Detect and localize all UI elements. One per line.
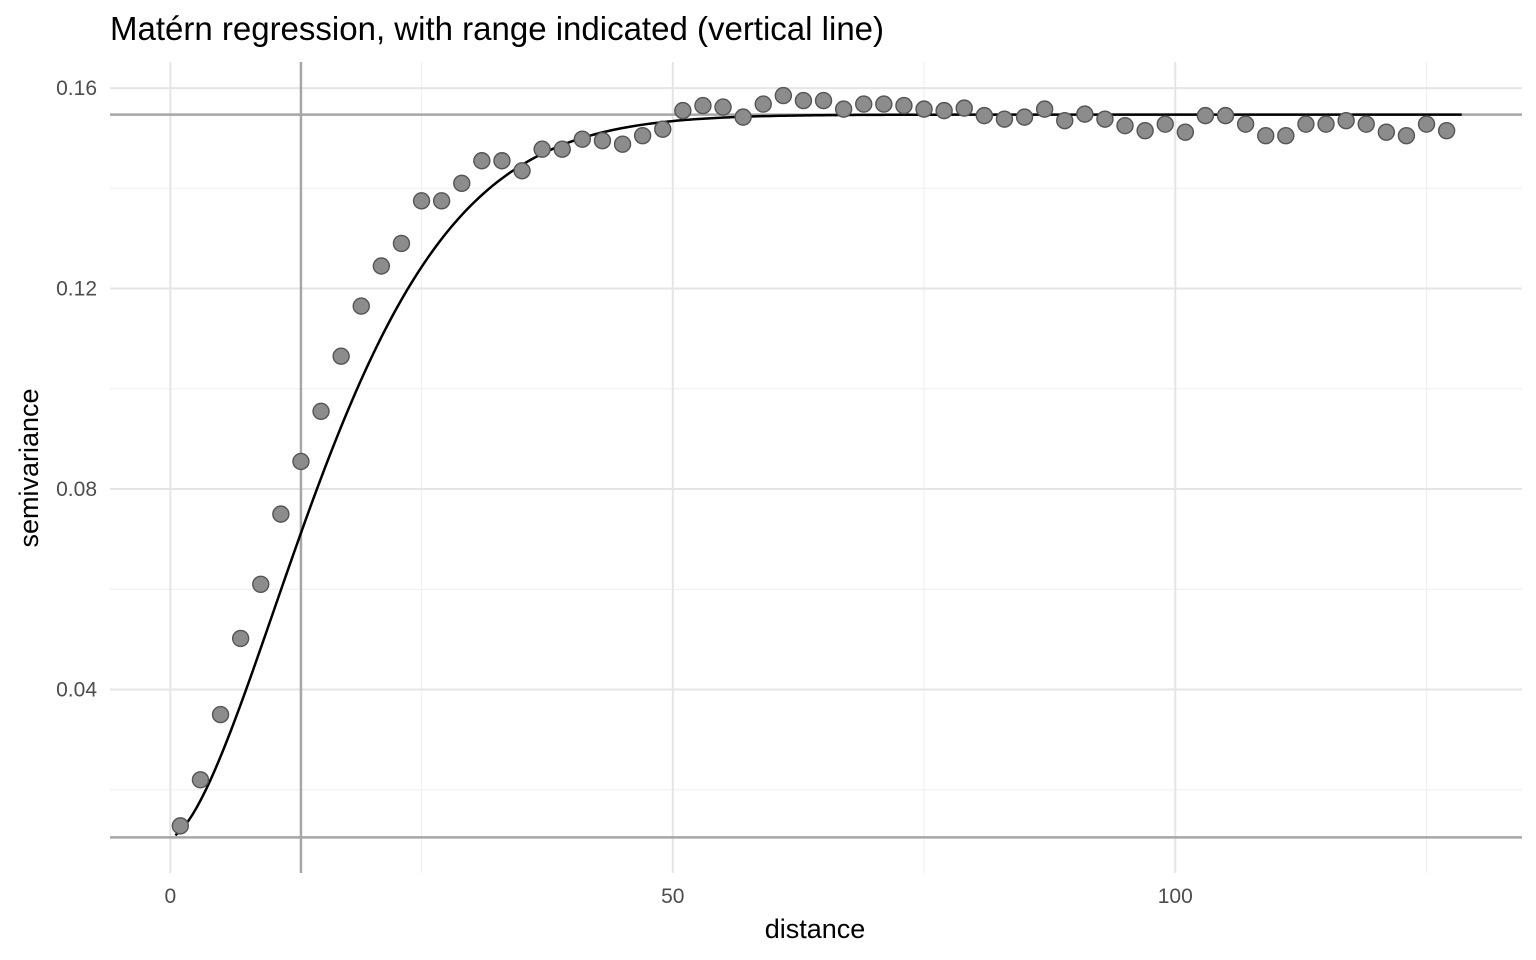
data-point [171, 817, 190, 835]
data-point [372, 257, 391, 275]
data-point [352, 297, 370, 315]
data-point [1196, 106, 1215, 125]
y-tick-label: 0.12 [56, 278, 97, 301]
data-point [774, 86, 793, 105]
data-point [292, 452, 310, 471]
reference-lines [110, 62, 1522, 873]
data-point [1136, 121, 1154, 140]
data-point [513, 162, 531, 180]
y-tick-label: 0.08 [56, 478, 97, 501]
data-point [1216, 106, 1235, 125]
data-point [211, 705, 230, 724]
data-point [1035, 100, 1054, 118]
y-tick-labels: 0.04 0.08 0.12 0.16 [56, 77, 97, 701]
x-axis-title: distance [765, 914, 866, 944]
data-point [1317, 115, 1335, 133]
data-point [674, 101, 692, 120]
data-point [412, 192, 431, 210]
data-point [995, 110, 1014, 128]
data-point [473, 152, 491, 170]
fit-curve-layer [174, 113, 1462, 837]
data-point [493, 152, 511, 170]
data-point [975, 106, 994, 125]
data-point [1156, 115, 1174, 133]
data-point [1357, 115, 1375, 133]
data-point [272, 505, 290, 523]
data-point [573, 130, 592, 148]
data-point [955, 99, 973, 117]
data-point [794, 91, 813, 110]
data-point [533, 140, 551, 158]
y-axis-title: semivariance [14, 388, 44, 547]
data-point [1377, 123, 1396, 141]
data-point [231, 629, 250, 648]
data-point [633, 126, 652, 145]
chart-title: Matérn regression, with range indicated … [110, 10, 884, 47]
fit-curve [174, 113, 1462, 837]
data-point [593, 131, 612, 150]
data-point [252, 575, 270, 593]
data-point [734, 108, 752, 126]
x-tick-labels: 0 50 100 [164, 885, 1192, 908]
data-point [895, 96, 913, 115]
x-tick-label: 100 [1158, 885, 1193, 908]
data-point [654, 120, 672, 138]
data-point [553, 140, 571, 158]
data-point [1116, 116, 1134, 135]
data-point [432, 192, 451, 210]
data-point [1056, 111, 1074, 130]
data-point [191, 771, 210, 789]
data-point [855, 95, 873, 113]
data-point [814, 91, 833, 110]
data-point [1096, 110, 1114, 128]
data-point [694, 96, 712, 115]
data-point [1176, 123, 1195, 141]
data-point [1076, 105, 1094, 123]
x-tick-label: 50 [661, 885, 684, 908]
x-tick-label: 0 [164, 885, 176, 908]
data-point [1015, 108, 1034, 126]
grid-major [110, 62, 1522, 873]
data-point [1257, 126, 1275, 145]
data-point [834, 100, 853, 118]
data-point [392, 234, 411, 253]
data-point [453, 174, 471, 192]
data-point [875, 95, 893, 113]
data-point [1297, 115, 1315, 133]
data-point [1417, 115, 1436, 133]
grid-minor [110, 62, 1522, 873]
data-point [714, 98, 732, 116]
data-point [915, 100, 933, 118]
y-tick-label: 0.04 [56, 679, 97, 702]
points-layer [171, 86, 1456, 835]
data-point [332, 347, 350, 365]
data-point [1397, 126, 1416, 145]
y-tick-label: 0.16 [56, 77, 97, 100]
data-point [613, 135, 632, 153]
data-point [1277, 126, 1295, 145]
data-point [1437, 121, 1456, 140]
data-point [1236, 115, 1255, 133]
data-point [1337, 111, 1355, 130]
data-point [754, 95, 772, 113]
data-point [935, 101, 953, 120]
data-point [312, 402, 330, 421]
